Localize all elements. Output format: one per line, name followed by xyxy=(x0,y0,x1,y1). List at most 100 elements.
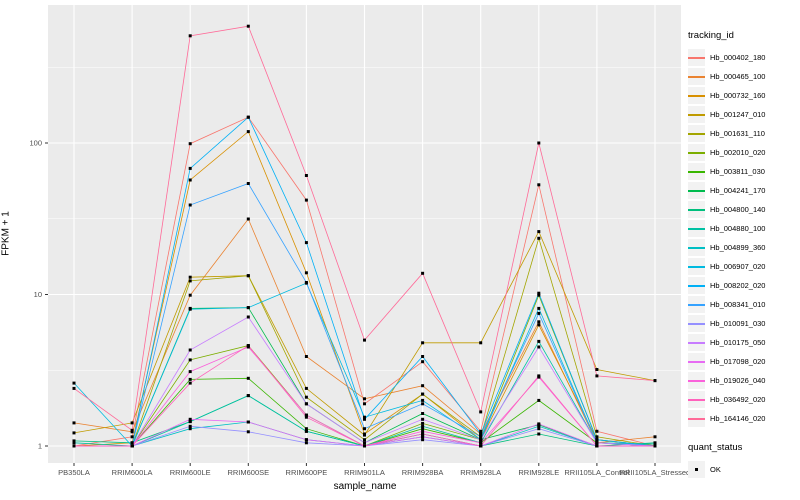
legend-item: Hb_002010_020 xyxy=(688,143,798,162)
legend-point-swatch xyxy=(688,461,705,478)
data-point xyxy=(479,432,483,436)
data-point xyxy=(595,441,599,445)
data-point xyxy=(363,441,366,445)
data-point xyxy=(595,368,599,371)
data-point xyxy=(421,360,425,364)
legend-line-swatch xyxy=(688,315,705,332)
legend-line xyxy=(688,266,705,268)
data-point xyxy=(537,345,541,349)
data-point xyxy=(421,341,425,345)
data-point xyxy=(363,427,366,431)
legend-item-label: Hb_010091_030 xyxy=(710,319,766,328)
legend-line xyxy=(688,304,705,306)
legend-line xyxy=(688,209,705,211)
legend-item: Hb_004880_100 xyxy=(688,219,798,238)
data-point xyxy=(421,384,425,388)
x-tick-label: RRIM901LA xyxy=(344,468,385,477)
legend-line xyxy=(688,76,705,78)
data-point xyxy=(363,402,366,406)
x-tick-label: RRIM600LA xyxy=(112,468,153,477)
data-point xyxy=(653,442,657,446)
data-point xyxy=(479,341,483,345)
legend-line-swatch xyxy=(688,163,705,180)
data-point xyxy=(72,381,76,385)
data-point xyxy=(188,377,192,381)
legend-item-label: Hb_004880_100 xyxy=(710,224,766,233)
data-point xyxy=(421,438,425,442)
data-point xyxy=(421,424,425,428)
data-point xyxy=(246,274,250,278)
legend-line xyxy=(688,418,705,420)
data-point xyxy=(188,203,192,207)
data-point xyxy=(537,236,541,240)
legend-line-swatch xyxy=(688,277,705,294)
legend-item: Hb_164146_020 xyxy=(688,409,798,428)
data-point xyxy=(537,427,541,431)
data-point xyxy=(246,217,250,221)
data-point xyxy=(188,417,192,421)
data-point xyxy=(363,417,366,421)
legend-line-swatch xyxy=(688,201,705,218)
legend-line-swatch xyxy=(688,220,705,237)
legend-line-swatch xyxy=(688,106,705,123)
legend-item: Hb_000465_100 xyxy=(688,67,798,86)
legend-line-swatch xyxy=(688,353,705,370)
data-point xyxy=(479,429,483,433)
data-point xyxy=(188,178,192,182)
data-point xyxy=(479,438,483,442)
y-axis-title: FPKM + 1 xyxy=(0,211,12,256)
legend-shape-block: quant_status OK xyxy=(688,442,798,479)
legend-item-label: Hb_004800_140 xyxy=(710,205,766,214)
legend-item-label: Hb_008202_020 xyxy=(710,281,766,290)
legend-item-label: Hb_002010_020 xyxy=(710,148,766,157)
black-square-point-icon xyxy=(695,468,698,471)
y-tick-label: 10 xyxy=(34,290,42,299)
data-point xyxy=(304,174,308,177)
legend: tracking_id Hb_000402_180 Hb_000465_100 Hb… xyxy=(688,30,798,479)
legend-item: Hb_036492_020 xyxy=(688,390,798,409)
legend-item: Hb_008202_020 xyxy=(688,276,798,295)
data-point xyxy=(188,381,192,385)
legend-item-label: Hb_003811_030 xyxy=(710,167,765,176)
legend-item-label: Hb_000465_100 xyxy=(710,72,766,81)
legend-line-swatch xyxy=(688,182,705,199)
data-point xyxy=(537,424,541,428)
legend-line-swatch xyxy=(688,144,705,161)
data-point xyxy=(304,402,308,406)
legend-line xyxy=(688,323,705,325)
data-point xyxy=(537,311,541,315)
data-point xyxy=(188,427,192,431)
x-axis-title: sample_name xyxy=(333,481,397,492)
legend-line xyxy=(688,399,705,401)
legend-item-label: Hb_001631_110 xyxy=(710,129,765,138)
data-point xyxy=(246,376,250,380)
data-point xyxy=(188,166,192,170)
data-point xyxy=(421,435,425,439)
legend-line xyxy=(688,190,705,192)
data-point xyxy=(246,315,250,319)
legend-item-label: Hb_019026_040 xyxy=(710,376,766,385)
data-point xyxy=(537,141,541,145)
data-point xyxy=(130,444,134,448)
data-point xyxy=(188,279,192,283)
x-tick-label: RRII105LA_Control xyxy=(564,468,629,477)
data-point xyxy=(363,433,366,437)
data-point xyxy=(188,348,192,352)
data-point xyxy=(421,271,425,275)
data-point xyxy=(246,130,250,134)
data-point xyxy=(246,420,250,424)
x-tick-label: RRII105LA_Stressed xyxy=(620,468,690,477)
data-point xyxy=(653,379,657,383)
data-point xyxy=(421,417,425,421)
legend-line-swatch xyxy=(688,239,705,256)
data-point xyxy=(188,275,192,279)
legend-item-label: Hb_000402_180 xyxy=(710,53,766,62)
data-point xyxy=(72,421,76,425)
legend-line xyxy=(688,171,705,173)
legend-shape-item: OK xyxy=(688,460,798,479)
data-point xyxy=(363,415,366,419)
legend-line xyxy=(688,114,705,116)
legend-item-label: Hb_164146_020 xyxy=(710,414,766,423)
data-point xyxy=(304,281,308,284)
